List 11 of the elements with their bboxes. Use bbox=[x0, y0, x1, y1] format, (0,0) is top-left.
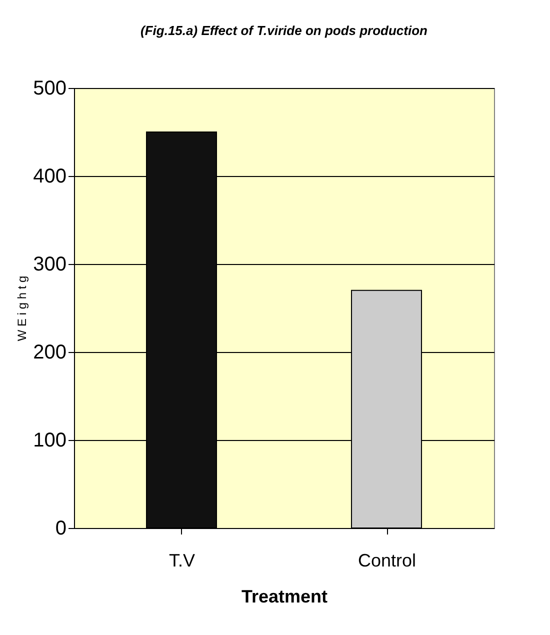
y-axis-title: W E i g h t g bbox=[15, 276, 30, 342]
x-tick-label: T.V bbox=[168, 550, 196, 570]
x-tick-label: Control bbox=[358, 550, 416, 570]
y-tick-label: 500 bbox=[33, 78, 66, 100]
x-axis-title: Treatment bbox=[241, 586, 328, 606]
y-tick-label: 200 bbox=[33, 342, 66, 364]
chart-title: (Fig.15.a) Effect of T.viride on pods production bbox=[140, 23, 428, 38]
y-tick-label: 100 bbox=[33, 430, 66, 452]
y-tick-label: 0 bbox=[55, 518, 66, 540]
y-tick-label: 400 bbox=[33, 166, 66, 188]
y-tick-label: 300 bbox=[33, 254, 66, 276]
